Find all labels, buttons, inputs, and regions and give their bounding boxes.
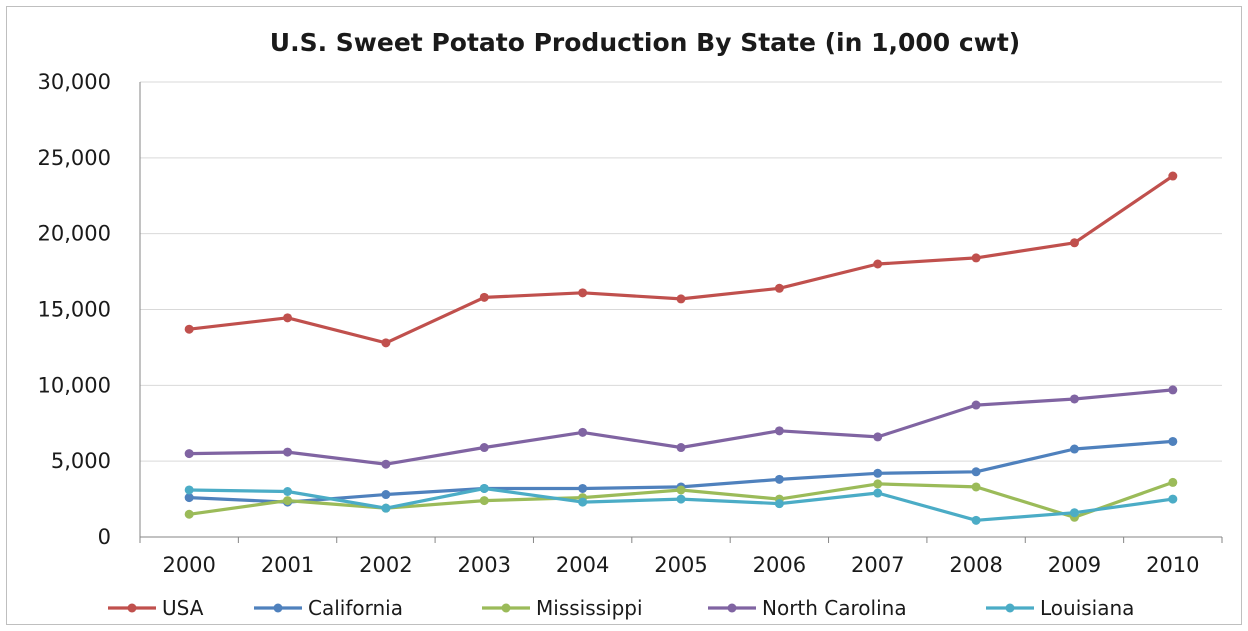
data-point <box>676 494 686 504</box>
data-point <box>184 485 194 495</box>
data-point <box>774 499 784 509</box>
legend-label: California <box>308 596 403 620</box>
y-tick-label: 10,000 <box>38 373 111 397</box>
series-lines <box>184 171 1178 525</box>
data-point <box>381 490 391 500</box>
data-point <box>578 497 588 507</box>
x-tick-label: 2010 <box>1146 553 1199 577</box>
legend-marker <box>1005 603 1015 613</box>
data-point <box>873 479 883 489</box>
series-mississippi <box>184 477 1178 522</box>
x-tick-label: 2000 <box>162 553 215 577</box>
data-point <box>283 313 293 323</box>
legend-marker <box>727 603 737 613</box>
data-point <box>381 338 391 348</box>
data-point <box>971 467 981 477</box>
series-north-carolina <box>184 385 1178 469</box>
data-point <box>381 503 391 513</box>
data-point <box>873 259 883 269</box>
gridlines <box>140 81 1222 462</box>
data-point <box>1168 477 1178 487</box>
legend-label: Louisiana <box>1040 596 1134 620</box>
legend-entry: Mississippi <box>482 596 643 620</box>
data-point <box>873 432 883 442</box>
data-point <box>1168 171 1178 181</box>
data-point <box>676 443 686 453</box>
legend-marker <box>127 603 137 613</box>
data-point <box>283 487 293 496</box>
x-tick-label: 2009 <box>1048 553 1101 577</box>
data-point <box>971 253 981 263</box>
data-point <box>479 443 489 453</box>
data-point <box>873 488 883 498</box>
legend: USA California Mississippi North Carolina Lo… <box>108 596 1134 620</box>
legend-marker <box>273 603 283 613</box>
legend-entry: California <box>254 596 403 620</box>
x-tick-label: 2002 <box>359 553 412 577</box>
data-point <box>1069 508 1079 518</box>
x-tick-label: 2006 <box>753 553 806 577</box>
x-tick-label: 2007 <box>851 553 904 577</box>
x-tick-label: 2005 <box>654 553 707 577</box>
y-tick-label: 15,000 <box>38 298 111 322</box>
data-point <box>774 426 784 436</box>
data-point <box>184 324 194 334</box>
data-point <box>1069 238 1079 248</box>
data-point <box>578 288 588 298</box>
data-point <box>578 427 588 437</box>
data-point <box>1168 436 1178 446</box>
legend-label: Mississippi <box>536 596 643 620</box>
legend-label: USA <box>162 596 204 620</box>
data-point <box>676 294 686 304</box>
data-point <box>479 483 489 493</box>
data-point <box>1069 444 1079 454</box>
data-point <box>479 292 489 302</box>
data-point <box>774 474 784 484</box>
legend-marker <box>501 603 511 613</box>
data-point <box>873 468 883 478</box>
data-point <box>1069 394 1079 404</box>
data-point <box>479 496 489 506</box>
data-point <box>1168 385 1178 395</box>
data-point <box>774 283 784 293</box>
series-usa <box>184 171 1178 348</box>
x-tick-label: 2001 <box>261 553 314 577</box>
x-tick-label: 2003 <box>458 553 511 577</box>
data-point <box>184 509 194 519</box>
x-tick-label: 2004 <box>556 553 609 577</box>
series-louisiana <box>184 483 1178 525</box>
y-tick-label: 20,000 <box>38 222 111 246</box>
legend-entry: North Carolina <box>708 596 907 620</box>
legend-label: North Carolina <box>762 596 907 620</box>
y-tick-label: 0 <box>98 525 111 549</box>
data-point <box>578 483 588 493</box>
y-tick-label: 30,000 <box>38 70 111 94</box>
data-point <box>971 482 981 492</box>
y-tick-label: 25,000 <box>38 146 111 170</box>
chart-frame <box>6 6 1242 625</box>
data-point <box>381 459 391 469</box>
data-point <box>971 400 981 410</box>
chart-title: U.S. Sweet Potato Production By State (i… <box>270 28 1020 57</box>
data-point <box>184 493 194 503</box>
data-point <box>1168 494 1178 504</box>
data-point <box>283 447 293 457</box>
y-tick-label: 5,000 <box>51 449 111 473</box>
legend-entry: USA <box>108 596 204 620</box>
data-point <box>676 485 686 495</box>
data-point <box>283 496 293 506</box>
legend-entry: Louisiana <box>986 596 1134 620</box>
series-line <box>189 388 1173 466</box>
data-point <box>184 449 194 459</box>
x-tick-label: 2008 <box>949 553 1002 577</box>
data-point <box>971 515 981 525</box>
series-line <box>189 174 1174 345</box>
axes: 0 5,000 10,000 15,000 20,000 25,000 30,000 2000… <box>38 70 1223 577</box>
